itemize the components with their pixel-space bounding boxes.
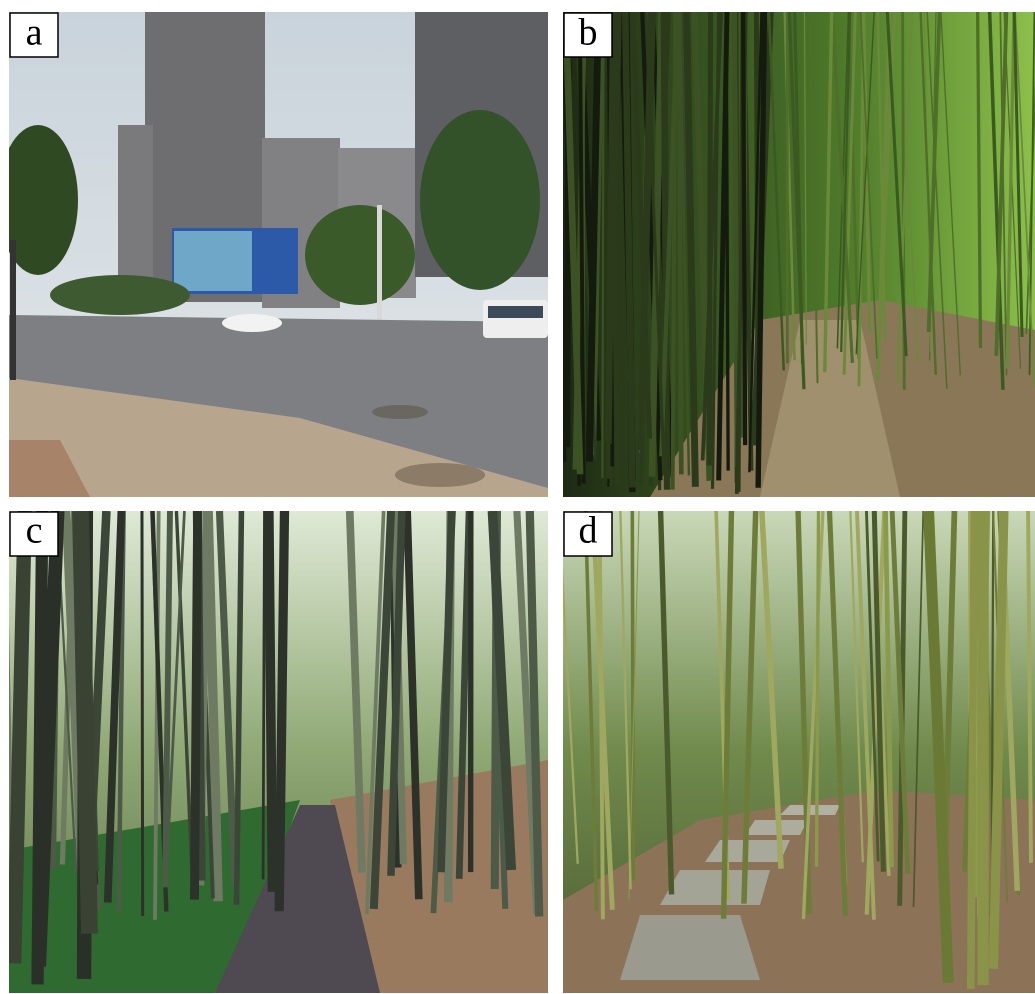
- bamboo-stalk: [194, 511, 197, 900]
- page: a b c d (() => { const data = JSON.parse…: [0, 0, 1035, 994]
- bamboo-stalk: [971, 511, 975, 989]
- tree: [420, 110, 540, 290]
- bus-window: [488, 306, 543, 318]
- lamp-post: [377, 205, 382, 325]
- bamboo-stalk: [817, 511, 819, 867]
- panel-label: a: [26, 12, 43, 54]
- panel-label: c: [26, 510, 43, 552]
- building: [118, 125, 153, 295]
- photo-bamboo-steps: [559, 511, 1035, 993]
- bamboo-stalk: [632, 511, 633, 881]
- photo-urban: [0, 12, 548, 497]
- bamboo-stalk: [679, 12, 681, 474]
- panel-label: b: [579, 12, 598, 54]
- bus: [483, 300, 548, 338]
- photo-bamboo-dense: [559, 12, 1035, 497]
- manhole: [395, 463, 485, 487]
- billboard-image: [174, 231, 252, 291]
- tree: [50, 275, 190, 315]
- bamboo-stalk: [263, 511, 264, 879]
- panel-label: d: [579, 510, 598, 552]
- bamboo-stalk: [709, 12, 710, 465]
- bamboo-stalk: [279, 511, 284, 911]
- figure: a b c d: [0, 0, 1035, 994]
- car: [222, 314, 282, 332]
- bamboo-stalk: [269, 511, 273, 892]
- bamboo-stalk: [142, 511, 143, 916]
- bamboo-stalk: [602, 12, 603, 478]
- bamboo-stalk: [80, 511, 89, 934]
- pole: [10, 240, 16, 380]
- bamboo-stalk: [743, 12, 745, 445]
- bamboo-stalk: [673, 12, 676, 490]
- photo-bamboo-path: [3, 511, 548, 993]
- stone-step: [620, 915, 760, 980]
- tree: [305, 205, 415, 305]
- manhole: [372, 405, 428, 419]
- bamboo-stalk: [3, 511, 10, 901]
